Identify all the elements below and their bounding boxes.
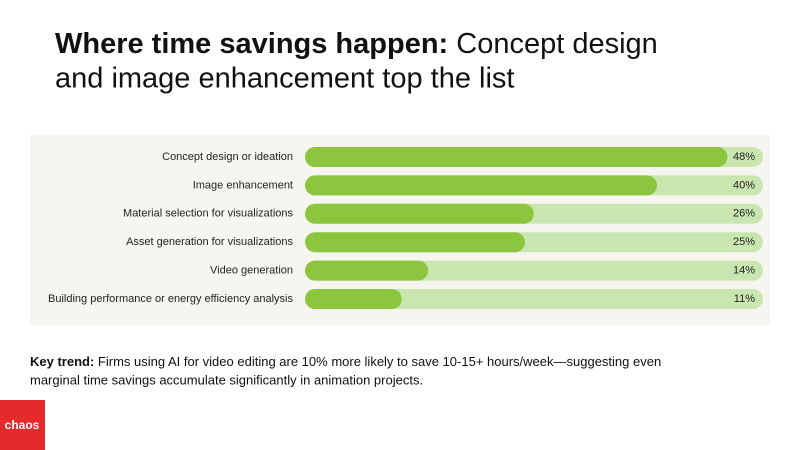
value-label: 40% xyxy=(733,179,755,191)
note-line: Key trend: Firms using AI for video edit… xyxy=(30,354,661,369)
note-text: Firms using AI for video editing are 10%… xyxy=(98,354,661,369)
category-label: Image enhancement xyxy=(193,179,293,191)
title-rest: Concept design xyxy=(456,28,658,60)
category-label: Asset generation for visualizations xyxy=(126,236,293,248)
bar xyxy=(305,232,525,253)
note-label: Key trend: xyxy=(30,354,94,369)
value-label: 25% xyxy=(733,236,755,248)
plot: Concept design or ideation 48% Image enhan… xyxy=(48,147,763,309)
category-label: Building performance or energy efficienc… xyxy=(48,293,293,305)
category-label: Concept design or ideation xyxy=(162,151,293,163)
title-line: Where time savings happen: Concept desig… xyxy=(55,28,658,60)
bar xyxy=(305,260,429,281)
title-line: and image enhancement top the list xyxy=(55,63,514,95)
logo-box xyxy=(0,400,45,450)
value-label: 11% xyxy=(734,293,755,305)
category-label: Material selection for visualizations xyxy=(123,208,293,220)
value-label: 26% xyxy=(733,208,755,220)
bar xyxy=(305,289,402,309)
logo: chaos xyxy=(5,418,40,432)
value-label: 48% xyxy=(733,151,755,163)
bar-track xyxy=(305,289,763,309)
value-label: 14% xyxy=(733,265,755,277)
bar xyxy=(305,147,728,167)
bar xyxy=(305,175,657,196)
note-line: marginal time savings accumulate signifi… xyxy=(30,372,423,387)
bar xyxy=(305,203,534,224)
title-bold: Where time savings happen: xyxy=(55,28,448,60)
category-label: Video generation xyxy=(210,265,293,277)
